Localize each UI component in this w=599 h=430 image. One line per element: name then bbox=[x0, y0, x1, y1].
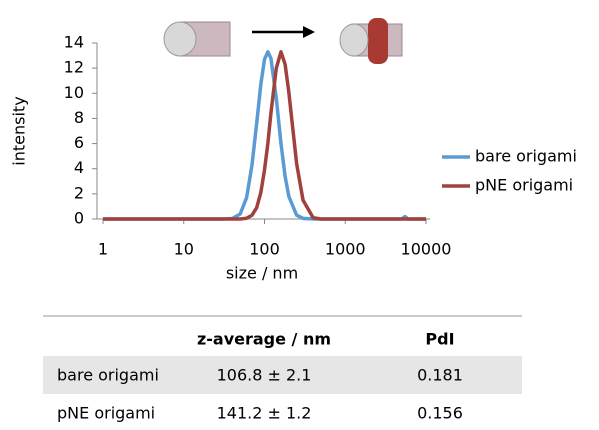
table-cell: 141.2 ± 1.2 bbox=[217, 404, 312, 423]
column-header: z-average / nm bbox=[197, 330, 331, 349]
y-tick-label: 8 bbox=[74, 108, 84, 127]
row-shade bbox=[43, 356, 522, 394]
table-cell: 0.181 bbox=[417, 366, 463, 385]
table-cell: 0.156 bbox=[417, 404, 463, 423]
illustration bbox=[163, 18, 403, 64]
y-tick-label: 12 bbox=[64, 58, 84, 77]
y-tick-label: 10 bbox=[64, 83, 84, 102]
y-tick-label: 6 bbox=[74, 133, 84, 152]
x-tick-label: 10 bbox=[174, 240, 194, 259]
data-line bbox=[103, 50, 426, 221]
legend-label: bare origami bbox=[475, 147, 577, 166]
data-line bbox=[103, 50, 426, 221]
arrow-head bbox=[303, 26, 315, 38]
table-cell: bare origami bbox=[57, 366, 159, 385]
tube-end bbox=[339, 23, 369, 57]
y-tick-label: 14 bbox=[64, 33, 84, 52]
table-cell: pNE origami bbox=[57, 404, 155, 423]
legend-label: pNE origami bbox=[475, 176, 573, 195]
x-tick-label: 1000 bbox=[325, 240, 366, 259]
x-tick-label: 100 bbox=[249, 240, 280, 259]
tube-end bbox=[163, 21, 197, 57]
table-cell: 106.8 ± 2.1 bbox=[217, 366, 312, 385]
x-tick-label: 10000 bbox=[401, 240, 452, 259]
y-tick-label: 0 bbox=[74, 209, 84, 228]
y-tick-label: 2 bbox=[74, 183, 84, 202]
y-tick-label: 4 bbox=[74, 158, 84, 177]
column-header: PdI bbox=[425, 330, 454, 349]
x-tick-label: 1 bbox=[98, 240, 108, 259]
x-axis-label: size / nm bbox=[226, 264, 298, 283]
coating bbox=[368, 18, 388, 64]
y-axis-label: intensity bbox=[10, 96, 29, 165]
